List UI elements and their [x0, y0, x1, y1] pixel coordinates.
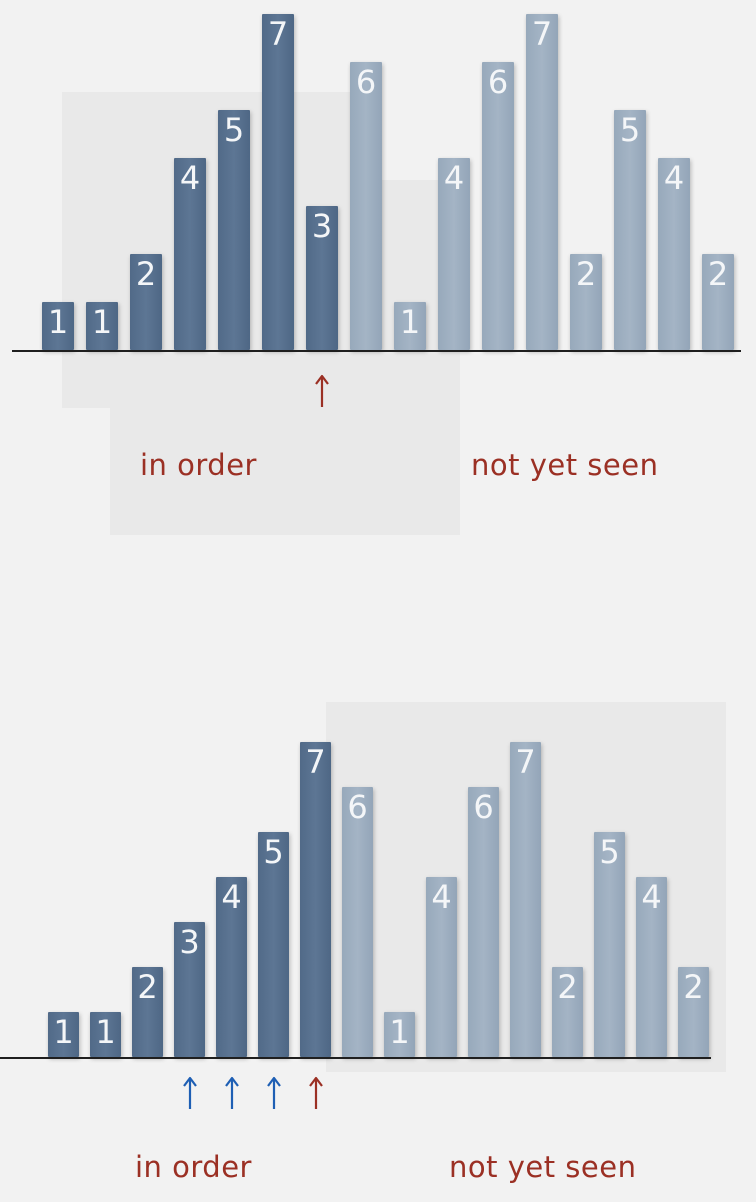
panel1-bar-label-0: 1	[47, 303, 69, 341]
panel1-bar-4: 5	[218, 110, 250, 350]
current-position-arrow-icon	[308, 1076, 323, 1109]
panel2-bar-9: 4	[426, 877, 457, 1057]
panel2-bar-label-10: 6	[473, 788, 494, 826]
panel1-bar-2: 2	[130, 254, 162, 350]
panel1-bar-12: 2	[570, 254, 602, 350]
panel1-bar-11: 7	[526, 14, 558, 350]
panel1-bar-label-15: 2	[707, 255, 729, 293]
panel1-caption-not-yet-seen: not yet seen	[471, 448, 659, 482]
panel1-bar-label-7: 6	[355, 63, 377, 101]
panel1-bar-5: 7	[262, 14, 294, 350]
panel2-bar-label-3: 3	[179, 923, 200, 961]
compare-arrow-icon	[266, 1076, 281, 1109]
panel2-bar-label-0: 1	[53, 1013, 74, 1051]
panel2-bar-label-5: 5	[263, 833, 284, 871]
panel2-bar-15: 2	[678, 967, 709, 1057]
panel2-bar-label-7: 6	[347, 788, 368, 826]
panel2-bar-1: 1	[90, 1012, 121, 1057]
panel1-bar-15: 2	[702, 254, 734, 350]
panel2-bar-5: 5	[258, 832, 289, 1057]
panel1-bar-label-1: 1	[91, 303, 113, 341]
panel1-bar-8: 1	[394, 302, 426, 350]
panel2-bar-13: 5	[594, 832, 625, 1057]
panel1-bar-10: 6	[482, 62, 514, 350]
panel1-bar-label-9: 4	[443, 159, 465, 197]
panel1-bar-13: 5	[614, 110, 646, 350]
panel1-bar-3: 4	[174, 158, 206, 350]
panel1-bar-label-6: 3	[311, 207, 333, 245]
panel2-bar-2: 2	[132, 967, 163, 1057]
panel2-bar-label-14: 4	[641, 878, 662, 916]
panel1-bar-label-8: 1	[399, 303, 421, 341]
panel2-bar-3: 3	[174, 922, 205, 1057]
panel1-bar-label-12: 2	[575, 255, 597, 293]
panel1-bar-label-4: 5	[223, 111, 245, 149]
panel2-caption-not-yet-seen: not yet seen	[449, 1150, 637, 1184]
panel1-bar-label-10: 6	[487, 63, 509, 101]
panel1-bar-label-13: 5	[619, 111, 641, 149]
panel2-caption-in-order: in order	[135, 1150, 252, 1184]
panel1-bar-14: 4	[658, 158, 690, 350]
current-position-arrow-icon	[315, 374, 329, 407]
panel2-bar-label-13: 5	[599, 833, 620, 871]
compare-arrow-icon	[224, 1076, 239, 1109]
panel1-bar-label-2: 2	[135, 255, 157, 293]
panel1-bar-label-14: 4	[663, 159, 685, 197]
panel2-bar-label-8: 1	[389, 1013, 410, 1051]
panel2-bar-label-6: 7	[305, 743, 326, 781]
panel1-bar-label-3: 4	[179, 159, 201, 197]
panel1-bar-label-5: 7	[267, 15, 289, 53]
panel1-bar-0: 1	[42, 302, 74, 350]
panel2-bar-label-1: 1	[95, 1013, 116, 1051]
panel2-bar-6: 7	[300, 742, 331, 1057]
panel1-bar-6: 3	[306, 206, 338, 350]
panel2-bar-label-9: 4	[431, 878, 452, 916]
panel1-bar-7: 6	[350, 62, 382, 350]
panel2-bar-12: 2	[552, 967, 583, 1057]
panel2-bar-8: 1	[384, 1012, 415, 1057]
panel1-bar-label-11: 7	[531, 15, 553, 53]
panel2-bar-10: 6	[468, 787, 499, 1057]
panel2-baseline	[0, 1057, 711, 1059]
compare-arrow-icon	[182, 1076, 197, 1109]
panel1-caption-in-order: in order	[140, 448, 257, 482]
panel2-bar-14: 4	[636, 877, 667, 1057]
panel2-bar-7: 6	[342, 787, 373, 1057]
panel2-bar-label-2: 2	[137, 968, 158, 1006]
panel2-bar-11: 7	[510, 742, 541, 1057]
panel1-bar-9: 4	[438, 158, 470, 350]
panel1-baseline	[12, 350, 741, 352]
panel2-bar-label-4: 4	[221, 878, 242, 916]
panel2-bar-label-11: 7	[515, 743, 536, 781]
panel2-bar-0: 1	[48, 1012, 79, 1057]
panel2-bar-4: 4	[216, 877, 247, 1057]
panel2-bar-label-15: 2	[683, 968, 704, 1006]
panel2-bar-label-12: 2	[557, 968, 578, 1006]
panel1-bar-1: 1	[86, 302, 118, 350]
